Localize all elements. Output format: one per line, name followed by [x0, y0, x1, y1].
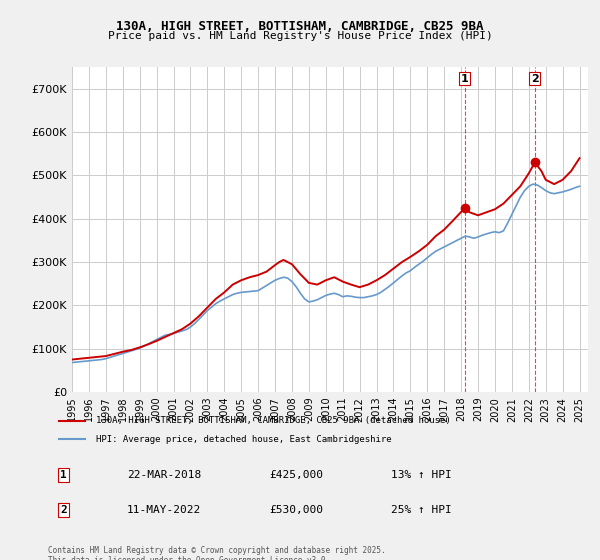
Text: 130A, HIGH STREET, BOTTISHAM, CAMBRIDGE, CB25 9BA: 130A, HIGH STREET, BOTTISHAM, CAMBRIDGE,… [116, 20, 484, 32]
Text: 2: 2 [61, 505, 67, 515]
Text: 25% ↑ HPI: 25% ↑ HPI [391, 505, 452, 515]
Text: 22-MAR-2018: 22-MAR-2018 [127, 470, 202, 480]
Text: 130A, HIGH STREET, BOTTISHAM, CAMBRIDGE, CB25 9BA (detached house): 130A, HIGH STREET, BOTTISHAM, CAMBRIDGE,… [95, 416, 450, 425]
Text: 1: 1 [461, 74, 469, 83]
Text: 1: 1 [61, 470, 67, 480]
Text: HPI: Average price, detached house, East Cambridgeshire: HPI: Average price, detached house, East… [95, 435, 391, 444]
Text: 13% ↑ HPI: 13% ↑ HPI [391, 470, 452, 480]
Text: £425,000: £425,000 [270, 470, 324, 480]
Text: Contains HM Land Registry data © Crown copyright and database right 2025.
This d: Contains HM Land Registry data © Crown c… [48, 546, 386, 560]
Text: 11-MAY-2022: 11-MAY-2022 [127, 505, 202, 515]
Text: £530,000: £530,000 [270, 505, 324, 515]
Text: Price paid vs. HM Land Registry's House Price Index (HPI): Price paid vs. HM Land Registry's House … [107, 31, 493, 41]
Text: 2: 2 [531, 74, 539, 83]
